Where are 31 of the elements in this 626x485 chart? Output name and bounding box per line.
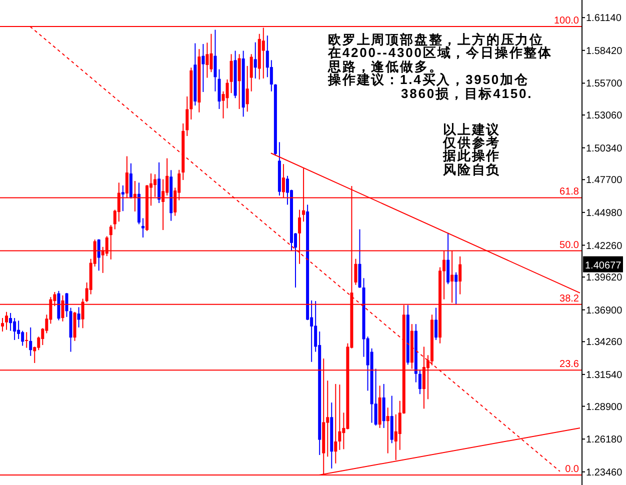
y-tick-label: 1.28900	[586, 402, 623, 413]
y-tick-label: 1.55700	[586, 78, 623, 90]
y-tick-label: 1.50340	[586, 143, 623, 154]
annotation: 操作建议：1.4买入，3950加仓	[328, 72, 529, 88]
annotation: 38.2	[560, 293, 580, 304]
y-tick-label: 1.36900	[586, 305, 623, 316]
annotation: 0.0	[565, 464, 580, 475]
y-tick-label: 1.58420	[586, 46, 623, 57]
annotation: 思路，逢低做多。	[328, 58, 444, 74]
y-tick-label: 1.26180	[586, 434, 623, 446]
annotation: 3860损，目标4150.	[401, 86, 533, 101]
y-tick-label: 1.53060	[586, 110, 623, 122]
annotation: 以上建议	[443, 122, 501, 137]
annotation: 风险自负	[443, 162, 501, 177]
y-tick-label: 1.44980	[586, 208, 623, 219]
annotation: 50.0	[560, 240, 580, 251]
y-tick-label: 1.31540	[586, 370, 623, 381]
annotation: 在4200--4300区域，今日操作整体	[328, 45, 552, 60]
annotation: 据此操作	[443, 148, 501, 164]
y-tick-label: 1.42260	[586, 240, 623, 252]
y-tick-label: 1.47700	[586, 175, 623, 186]
annotation: 23.6	[560, 359, 580, 370]
annotation: 仅供参考	[443, 135, 501, 150]
annotation: 欧罗上周顶部盘整，上方的压力位	[328, 32, 544, 47]
y-tick-label: 1.61140	[586, 13, 622, 24]
text: 1.40677	[585, 260, 622, 272]
y-tick-label: 1.23460	[586, 467, 623, 478]
y-tick-label: 1.34260	[586, 337, 623, 348]
annotation: 61.8	[560, 186, 580, 198]
y-tick-label: 1.39620	[586, 272, 623, 284]
annotation: 100.0	[554, 16, 580, 27]
